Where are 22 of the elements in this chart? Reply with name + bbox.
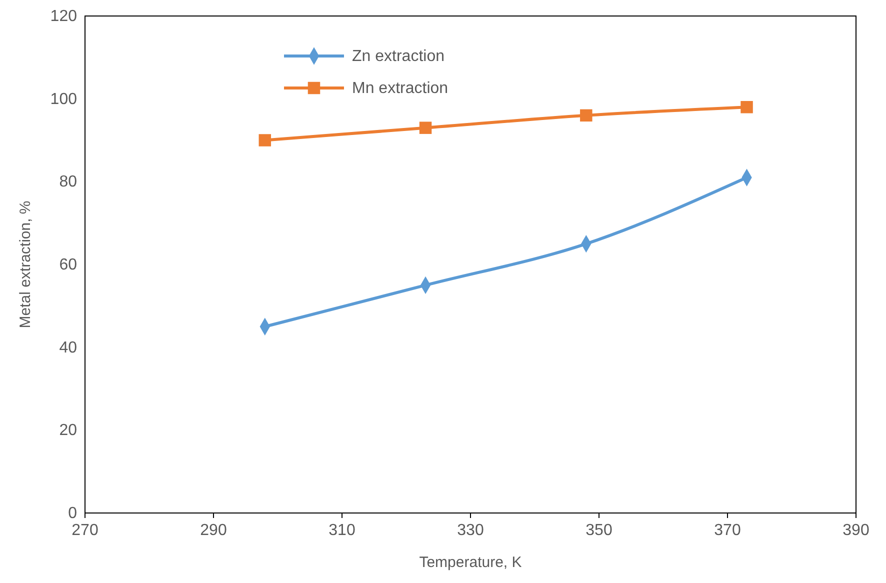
x-tick-label: 330: [457, 522, 484, 539]
legend-label: Zn extraction: [352, 48, 444, 65]
point: [580, 109, 592, 122]
x-tick-label: 290: [200, 522, 227, 539]
y-tick-label: 40: [59, 339, 78, 356]
y-tick-label: 20: [59, 422, 78, 440]
x-tick-label: 270: [72, 522, 98, 539]
legend-label: Mn extraction: [352, 80, 448, 97]
y-tick-label: 60: [59, 256, 78, 274]
y-tick-label: 0: [68, 505, 78, 522]
x-tick-label: 370: [714, 522, 741, 539]
y-tick-label: 120: [50, 8, 78, 25]
y-axis-title: Metal extraction, %: [17, 200, 34, 328]
x-tick-label: 390: [842, 522, 870, 539]
point: [740, 100, 753, 114]
y-tick-label: 100: [50, 90, 78, 108]
y-tick-label: 80: [59, 174, 78, 191]
point: [258, 134, 272, 146]
x-axis-title: Temperature, K: [419, 554, 522, 571]
x-tick-label: 350: [586, 522, 612, 539]
point: [419, 122, 432, 134]
x-tick-label: 310: [328, 522, 356, 539]
